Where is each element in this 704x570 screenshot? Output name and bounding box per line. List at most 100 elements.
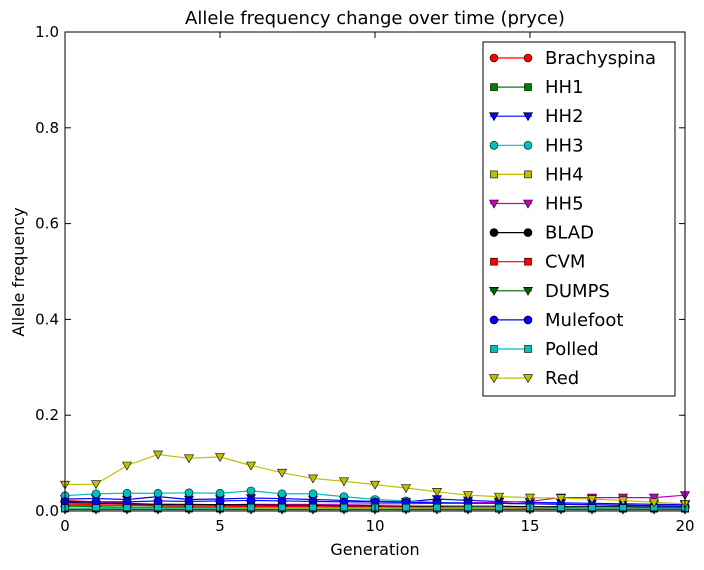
data-point-hh5 [648,493,660,503]
legend-marker [489,141,499,150]
legend-marker [524,345,532,353]
legend-marker [524,83,532,91]
legend-marker [488,286,500,296]
legend-label: HH3 [545,135,584,156]
data-point-polled [340,503,348,512]
legend-marker [490,170,498,179]
data-layer [59,450,691,515]
y-tick-label: 0.2 [35,406,59,424]
y-tick-label: 0.6 [35,215,59,233]
data-point-red [307,474,319,484]
legend-marker [490,83,498,91]
data-point-red [617,496,629,506]
data-point-polled [278,503,286,512]
legend-label: CVM [545,252,585,273]
data-point-red [152,450,164,460]
legend-marker [524,257,532,266]
legend-label: BLAD [545,223,594,244]
legend-marker [523,228,533,237]
legend-marker [489,228,499,237]
data-point-red [524,493,536,503]
data-point-polled [154,504,162,512]
x-tick-label: 0 [60,517,70,535]
data-point-mulefoot [246,496,256,505]
data-point-polled [185,504,193,512]
legend-entry-hh2: HH2 [488,106,584,127]
legend-entry-dumps: DUMPS [488,281,610,302]
legend-marker [522,112,534,122]
ticks-layer: 0 5 10 15 20 0.0 0.2 0.4 0.6 0.8 1.0 [35,23,694,535]
legend-label: Polled [545,339,599,360]
legend-label: Brachyspina [545,48,656,69]
data-point-hh3 [184,488,194,498]
legend-marker [488,199,500,209]
legend-entry-red: Red [488,368,579,389]
legend-marker [488,112,500,122]
legend-label: HH2 [545,106,584,127]
legend-entry-brachyspina: Brachyspina [489,48,656,69]
legend-marker [490,345,498,353]
data-point-polled [588,504,596,512]
legend-marker [490,257,498,266]
data-point-red [493,492,505,502]
legend-entry-polled: Polled [490,339,599,360]
y-axis-label: Allele frequency [9,207,28,336]
data-point-polled [247,503,255,512]
legend-entry-cvm: CVM [490,252,585,273]
legend-entry-hh4: HH4 [490,164,584,185]
data-point-mulefoot [277,496,287,506]
data-point-red [369,480,381,490]
legend-entry-mulefoot: Mulefoot [489,310,623,331]
legend-entry-hh1: HH1 [490,77,584,98]
legend-entry-blad: BLAD [489,223,594,244]
legend-marker [522,199,534,209]
data-point-red [586,495,598,505]
data-point-polled [123,504,131,512]
data-point-red [400,484,412,494]
chart-title: Allele frequency change over time (pryce… [185,8,565,29]
legend-label: Mulefoot [545,310,623,331]
legend-label: HH1 [545,77,584,98]
legend-marker [489,315,499,325]
data-point-red [276,468,288,478]
legend: Brachyspina HH1 HH2 HH3 HH4 HH5 BLAD CVM DUMPS Mu… [482,41,676,397]
x-axis-label: Generation [330,540,419,559]
data-point-hh3 [91,489,101,499]
data-point-hh3 [153,488,163,498]
y-tick-label: 0.4 [35,310,59,328]
data-point-red [183,454,195,464]
data-point-polled [309,503,317,512]
data-point-hh3 [308,489,318,499]
x-tick-label: 5 [215,517,225,535]
legend-marker [522,286,534,296]
data-point-polled [464,503,472,512]
legend-marker [524,170,532,179]
data-point-red [555,494,567,504]
legend-marker [523,141,533,150]
data-point-red [338,477,350,487]
legend-entry-hh3: HH3 [489,135,584,156]
legend-marker [522,374,534,384]
data-point-polled [402,503,410,512]
legend-label: HH5 [545,194,584,215]
data-point-mulefoot [215,496,225,506]
x-tick-label: 15 [520,517,539,535]
legend-marker [523,315,533,325]
y-tick-label: 0.8 [35,119,59,137]
legend-label: Red [545,368,579,389]
data-point-red [431,488,443,497]
data-point-polled [92,504,100,512]
legend-entry-hh5: HH5 [488,194,584,215]
data-point-hh3 [122,488,132,498]
legend-label: HH4 [545,164,584,185]
data-point-mulefoot [184,497,194,506]
x-tick-label: 20 [675,517,694,535]
data-point-hh3 [215,488,225,498]
data-point-red [214,453,226,462]
data-point-red [462,491,474,501]
data-point-red [121,461,133,471]
data-point-polled [557,504,565,512]
data-point-red [245,461,257,471]
data-point-hh3 [246,486,256,496]
